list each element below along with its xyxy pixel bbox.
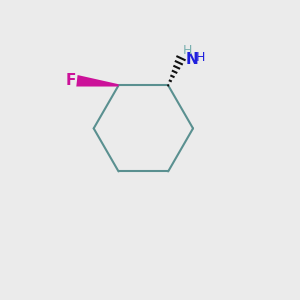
Polygon shape	[76, 75, 119, 86]
Text: H: H	[196, 51, 206, 64]
Text: N: N	[186, 52, 198, 67]
Text: F: F	[65, 73, 76, 88]
Text: H: H	[182, 44, 192, 57]
